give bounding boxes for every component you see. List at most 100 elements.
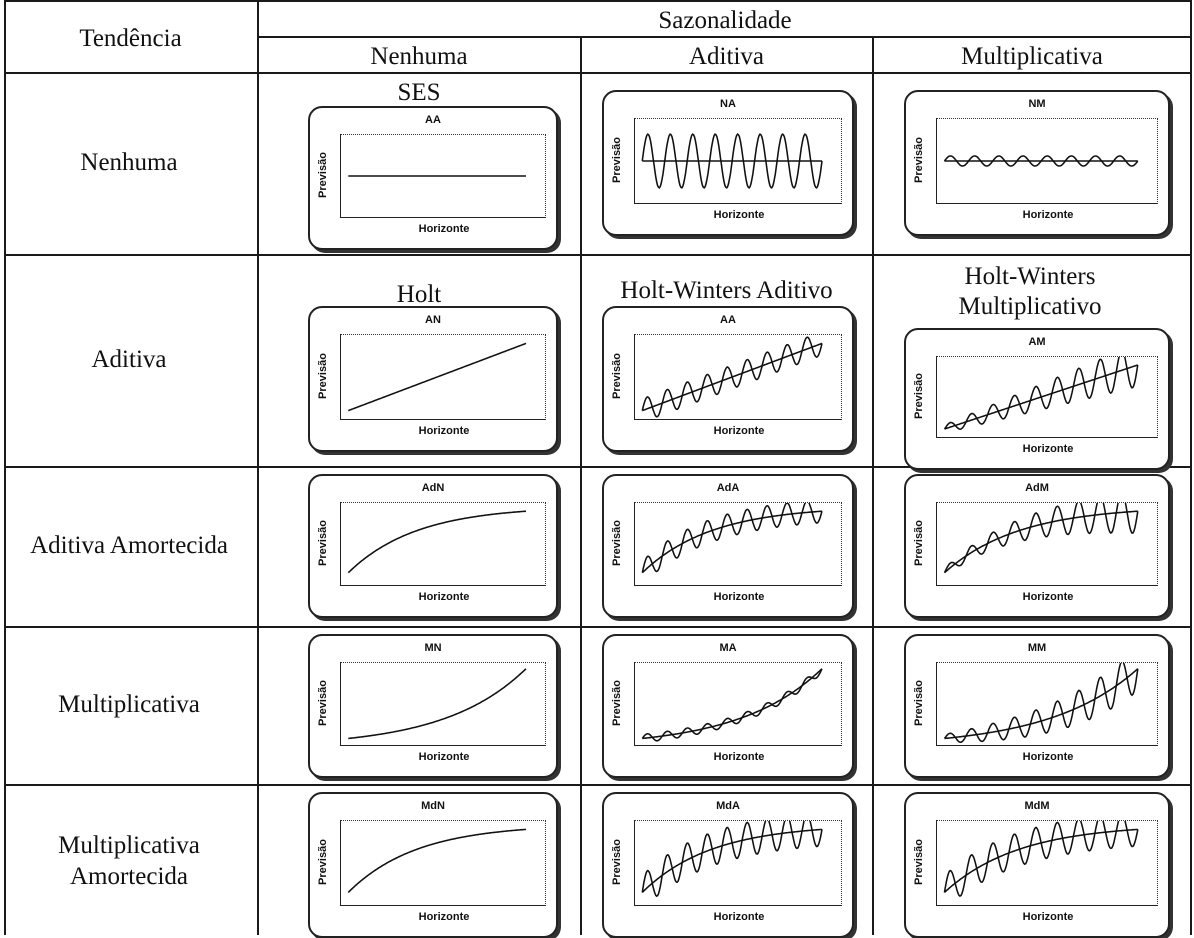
panel-title: MM xyxy=(1027,642,1047,654)
plot-area xyxy=(634,502,842,586)
plot-area xyxy=(936,118,1158,204)
forecast-curve-svg xyxy=(641,503,823,574)
row-divider-2 xyxy=(4,466,1192,468)
col-divider-3 xyxy=(872,36,874,935)
table-border-right xyxy=(1190,0,1192,935)
x-axis-label: Horizonte xyxy=(713,209,765,221)
forecast-curve-svg xyxy=(641,133,823,189)
x-axis-label: Horizonte xyxy=(418,911,470,923)
y-axis-label: Previsão xyxy=(317,520,329,566)
forecast-panel: NA Previsão Horizonte xyxy=(602,90,854,236)
panel-title: AdM xyxy=(1025,482,1049,494)
panel-title: NM xyxy=(1028,98,1046,110)
trend-line xyxy=(943,828,1138,893)
plot-area xyxy=(936,662,1158,746)
table-border-top xyxy=(4,0,1192,2)
header-col-aditiva: Aditiva xyxy=(689,43,764,70)
seasonal-line xyxy=(641,503,823,573)
trend-line xyxy=(347,510,527,574)
plot-area xyxy=(340,662,546,746)
seasonal-line xyxy=(641,821,823,898)
header-bottom-rule xyxy=(4,72,1192,74)
trend-line xyxy=(642,668,823,740)
forecast-curve-svg xyxy=(348,342,527,412)
forecast-panel: MdN Previsão Horizonte xyxy=(308,792,558,938)
forecast-panel: AdN Previsão Horizonte xyxy=(308,474,558,618)
trend-line xyxy=(943,510,1138,574)
forecast-panel: MdA Previsão Horizonte xyxy=(602,792,854,938)
seasonal-line xyxy=(943,663,1139,744)
method-name-ses: SES xyxy=(397,79,441,106)
plot-area xyxy=(634,334,842,420)
panel-title: AdA xyxy=(716,482,740,494)
panel-title: AA xyxy=(720,314,736,326)
row-label-aditiva: Aditiva xyxy=(91,346,167,374)
plot-area xyxy=(634,662,842,746)
seasonal-line xyxy=(943,155,1139,167)
forecast-panel: AdM Previsão Horizonte xyxy=(904,474,1170,618)
forecast-panel: MM Previsão Horizonte xyxy=(904,634,1170,778)
x-axis-label: Horizonte xyxy=(1022,911,1074,923)
forecast-curve-svg xyxy=(943,821,1139,898)
header-divider xyxy=(258,36,1192,38)
panel-title: AN xyxy=(425,314,441,326)
panel-title: MdM xyxy=(1024,800,1050,812)
forecast-curve-svg xyxy=(348,668,527,740)
forecast-curve-svg xyxy=(641,336,823,418)
plot-area xyxy=(634,118,842,204)
header-tendencia: Tendência xyxy=(79,25,182,52)
seasonal-line xyxy=(641,668,823,742)
panel-title: MN xyxy=(424,642,442,654)
panel-title: AA xyxy=(425,114,441,126)
panel-title: AdN xyxy=(421,482,445,494)
y-axis-label: Previsão xyxy=(317,353,329,399)
x-axis-label: Horizonte xyxy=(713,591,765,603)
y-axis-label: Previsão xyxy=(913,839,925,885)
table-border-left xyxy=(4,0,6,935)
x-axis-label: Horizonte xyxy=(713,751,765,763)
forecast-panel: NM Previsão Horizonte xyxy=(904,90,1170,236)
forecast-curve-svg xyxy=(347,828,527,893)
x-axis-label: Horizonte xyxy=(418,591,470,603)
forecast-panel: AA Previsão Horizonte xyxy=(602,306,854,452)
forecast-panel: AM Previsão Horizonte xyxy=(904,328,1170,470)
forecast-curve-svg xyxy=(641,668,823,742)
forecast-curve-svg xyxy=(348,175,526,177)
x-axis-label: Horizonte xyxy=(1022,209,1074,221)
x-axis-label: Horizonte xyxy=(418,425,470,437)
forecast-panel: AdA Previsão Horizonte xyxy=(602,474,854,618)
plot-area xyxy=(340,134,546,218)
y-axis-label: Previsão xyxy=(913,680,925,726)
y-axis-label: Previsão xyxy=(611,839,623,885)
seasonal-line xyxy=(943,503,1139,574)
forecast-curve-svg xyxy=(943,663,1139,744)
y-axis-label: Previsão xyxy=(317,680,329,726)
row-divider-4 xyxy=(4,784,1192,786)
trend-line xyxy=(348,668,527,740)
y-axis-label: Previsão xyxy=(611,520,623,566)
seasonal-line xyxy=(641,133,823,189)
trend-line xyxy=(944,668,1139,740)
y-axis-label: Previsão xyxy=(913,520,925,566)
row-divider-3 xyxy=(4,626,1192,628)
plot-area xyxy=(936,502,1158,586)
x-axis-label: Horizonte xyxy=(1022,591,1074,603)
plot-area xyxy=(936,820,1158,906)
row-label-nenhuma: Nenhuma xyxy=(80,149,178,177)
panel-title: MdN xyxy=(421,800,445,812)
y-axis-label: Previsão xyxy=(317,839,329,885)
plot-area xyxy=(340,334,546,420)
y-axis-label: Previsão xyxy=(611,353,623,399)
y-axis-label: Previsão xyxy=(611,680,623,726)
x-axis-label: Horizonte xyxy=(1022,443,1074,455)
trend-line xyxy=(348,342,527,412)
forecast-panel: MdM Previsão Horizonte xyxy=(904,792,1170,938)
col-divider-2 xyxy=(580,36,582,935)
seasonal-line xyxy=(641,336,823,418)
forecast-curve-svg xyxy=(943,503,1139,574)
x-axis-label: Horizonte xyxy=(418,223,470,235)
forecast-panel: AA Previsão Horizonte xyxy=(308,106,558,250)
plot-area xyxy=(340,820,546,906)
forecast-curve-svg xyxy=(347,510,527,574)
panel-title: NA xyxy=(720,98,736,110)
